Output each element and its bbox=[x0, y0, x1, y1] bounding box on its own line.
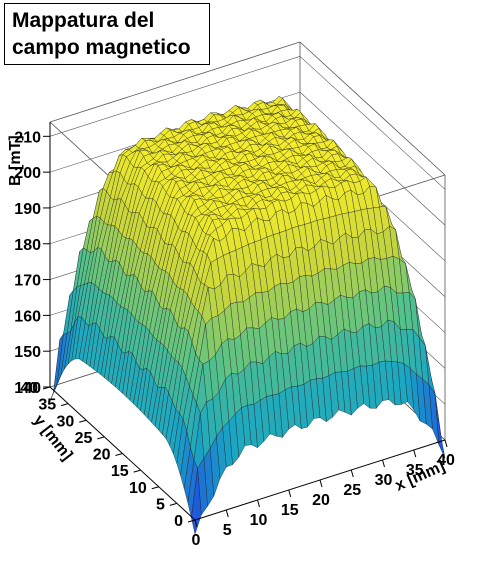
x-tick-mark bbox=[350, 469, 354, 478]
x-tick-mark bbox=[225, 509, 229, 518]
z-tick-label: 200 bbox=[14, 165, 41, 182]
box-top-back-right bbox=[299, 41, 446, 176]
x-tick-label: 15 bbox=[281, 502, 299, 519]
y-tick-label: 25 bbox=[75, 430, 93, 447]
grid-line-back-right-7 bbox=[299, 56, 446, 190]
y-tick-mark bbox=[133, 469, 141, 473]
x-tick-label: 40 bbox=[437, 452, 455, 469]
axes-lines bbox=[42, 122, 448, 528]
surface-cell bbox=[191, 468, 202, 535]
chart-title-line-1: Mappatura del bbox=[12, 9, 155, 32]
x-tick-label: 35 bbox=[406, 462, 424, 479]
y-tick-mark bbox=[169, 502, 178, 506]
y-tick-label: 40 bbox=[20, 380, 38, 397]
z-tick-label: 150 bbox=[14, 344, 41, 361]
y-tick-mark bbox=[187, 519, 196, 523]
y-tick-mark bbox=[151, 486, 159, 490]
x-tick-mark bbox=[257, 499, 260, 508]
y-tick-label: 5 bbox=[156, 496, 165, 513]
x-tick-label: 30 bbox=[375, 472, 393, 489]
y-tick-label: 30 bbox=[56, 413, 74, 430]
x-tick-mark bbox=[319, 479, 323, 488]
grid-line-back-left-7 bbox=[49, 56, 301, 137]
y-tick-mark bbox=[60, 403, 69, 407]
z-tick-label: 160 bbox=[14, 308, 41, 325]
z-tick-label: 140 bbox=[14, 380, 41, 397]
x-tick-label: 20 bbox=[312, 492, 330, 509]
box-top-back-left bbox=[49, 41, 301, 123]
x-tick-label: 25 bbox=[343, 482, 361, 499]
x-tick-label: 10 bbox=[250, 512, 268, 529]
z-tick-label: 210 bbox=[14, 129, 41, 146]
x-tick-mark bbox=[382, 459, 385, 468]
y-tick-label: 15 bbox=[111, 463, 129, 480]
z-tick-label: 190 bbox=[14, 201, 41, 218]
x-tick-label: 5 bbox=[223, 522, 232, 539]
tick-labels: 0510152025303540051015202530354014015016… bbox=[14, 129, 455, 549]
chart-title-line-2: campo magnetico bbox=[12, 36, 191, 59]
y-tick-mark bbox=[97, 436, 105, 440]
grid-line-back-right-6 bbox=[299, 91, 446, 226]
x-tick-mark bbox=[194, 519, 198, 528]
y-tick-label: 20 bbox=[93, 447, 111, 464]
x-tick-mark bbox=[413, 449, 417, 458]
surface-mesh bbox=[49, 96, 446, 535]
x-tick-label: 0 bbox=[192, 532, 201, 549]
z-tick-label: 170 bbox=[14, 273, 41, 290]
y-tick-label: 35 bbox=[38, 397, 56, 414]
y-tick-mark bbox=[79, 419, 87, 423]
y-tick-label: 0 bbox=[174, 513, 183, 530]
y-tick-label: 10 bbox=[129, 480, 147, 497]
chart-title: Mappatura del campo magnetico bbox=[4, 3, 210, 65]
z-axis-label: B [mT] bbox=[7, 135, 24, 186]
y-tick-mark bbox=[115, 453, 123, 456]
x-tick-mark bbox=[444, 439, 448, 448]
z-tick-label: 180 bbox=[14, 237, 41, 254]
x-tick-mark bbox=[288, 489, 292, 498]
